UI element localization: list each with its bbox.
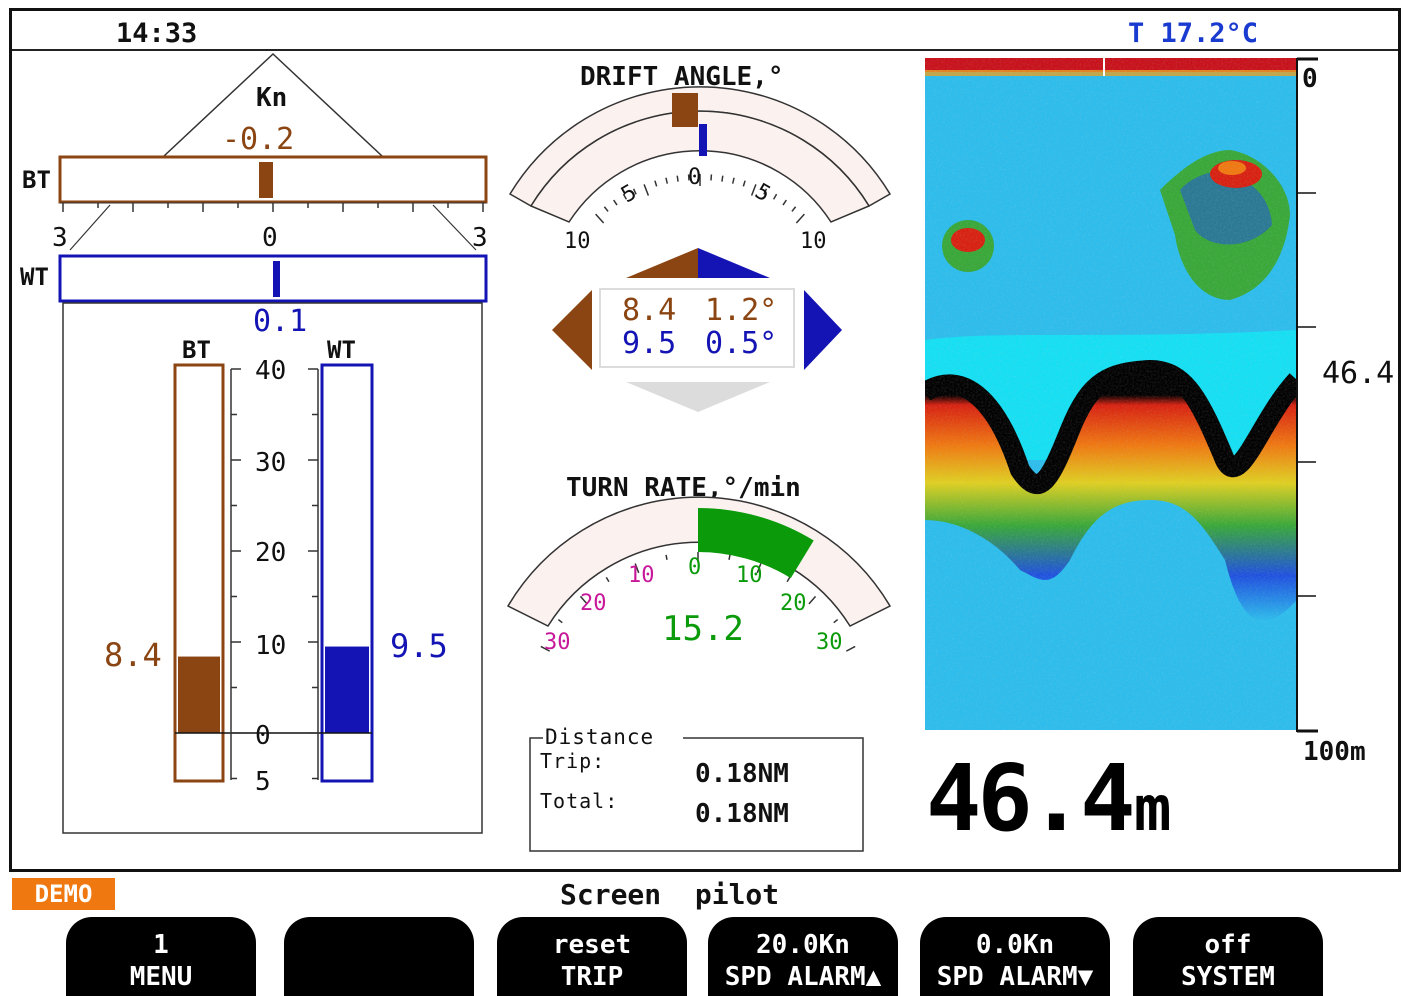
transverse-scale-left: 3 (52, 223, 68, 253)
turn-rate-fill (698, 508, 814, 579)
scale-30: 30 (255, 448, 286, 478)
reset-trip-softkey[interactable]: reset TRIP (497, 917, 687, 996)
softkey-line1: 20.0Kn (756, 930, 850, 960)
scale-40: 40 (255, 356, 286, 386)
transverse-scale-right: 3 (472, 223, 488, 253)
drift-label-5-left: 5 (617, 180, 641, 208)
drift-label-0: 0 (688, 165, 701, 190)
clock-time: 14:33 (116, 18, 197, 49)
softkey-line1: reset (552, 930, 632, 960)
turn-left-30: 30 (544, 630, 571, 655)
echogram-scale-top: 0 (1302, 64, 1318, 94)
turn-left-20: 20 (580, 591, 607, 616)
depth-number: 46.4 (926, 745, 1132, 852)
turn-rate-gauge: TURN RATE,°/min 30 20 10 0 10 20 30 15.2 (506, 473, 892, 655)
drift-bt-angle: 1.2° (705, 293, 777, 328)
depth-readout: 46.4 m (926, 745, 1171, 852)
softkey-line1: 0.0Kn (975, 930, 1055, 960)
scale-10: 10 (255, 631, 286, 661)
turn-rate-value: 15.2 (662, 609, 744, 649)
softkey-line2: SPD ALARM▲ (724, 962, 882, 992)
drift-bt-marker (672, 93, 698, 127)
drift-scale-ticks (595, 174, 805, 224)
trip-value: 0.18NM (695, 759, 789, 789)
turn-center-0: 0 (688, 555, 701, 580)
wt-transverse-marker (273, 261, 280, 297)
softkey-line2: TRIP (560, 962, 624, 992)
longitudinal-scale-ticks (231, 368, 318, 780)
turn-scale-ticks (540, 552, 856, 652)
bt-transverse-marker (259, 162, 273, 198)
turn-right-20: 20 (780, 591, 807, 616)
echogram-depth-scale: 0 100m 46.4 (1296, 57, 1394, 767)
drift-angle-gauge: DRIFT ANGLE,° 10 5 0 5 10 (508, 62, 892, 254)
system-softkey[interactable]: off SYSTEM (1133, 917, 1323, 996)
bt-transverse-value: -0.2 (222, 122, 294, 157)
softkey-line1: 1 (153, 930, 169, 960)
drift-wt-speed: 9.5 (622, 326, 676, 361)
echogram-scale-bottom: 100m (1303, 737, 1366, 767)
echogram (925, 58, 1297, 730)
bt-row-label: BT (22, 166, 51, 194)
softkey-line1: off (1204, 930, 1252, 960)
wt-row-label: WT (20, 263, 49, 291)
water-temperature: T 17.2°C (1128, 18, 1258, 49)
menu-softkey[interactable]: 1 MENU (66, 917, 256, 996)
transverse-indicator-triangle (163, 52, 383, 157)
speed-panel: Kn -0.2 BT 3 0 3 WT 0.1 BT WT 40 30 2 (20, 52, 488, 834)
screen-title: Screen pilot (560, 878, 780, 911)
depth-unit: m (1134, 772, 1171, 845)
main-display-frame (9, 8, 1401, 872)
speed-alarm-high-softkey[interactable]: 20.0Kn SPD ALARM▲ (708, 917, 898, 996)
wt-longitudinal-fill (325, 646, 369, 733)
speed-unit-label: Kn (256, 83, 287, 113)
header-divider (12, 49, 1398, 51)
scale-20: 20 (255, 538, 286, 568)
wt-longitudinal-value: 9.5 (390, 627, 448, 665)
instrument-screen: 14:33 T 17.2°C Kn -0.2 BT 3 0 3 WT 0.1 B… (20, 18, 1394, 852)
total-label: Total: (540, 789, 618, 813)
bt-longitudinal-fill (178, 656, 220, 733)
drift-wt-marker (699, 124, 707, 156)
transverse-scale-center: 0 (262, 223, 278, 253)
wt-transverse-value: 0.1 (253, 304, 307, 339)
turn-right-30: 30 (816, 630, 843, 655)
softkey-line2: SYSTEM (1181, 962, 1275, 992)
speed-alarm-low-softkey[interactable]: 0.0Kn SPD ALARM▼ (920, 917, 1110, 996)
blank-softkey[interactable] (284, 917, 474, 996)
longitudinal-speed-box (62, 302, 483, 834)
drift-readout-box (599, 288, 795, 368)
drift-label-10-right: 10 (800, 229, 827, 254)
drift-bt-speed: 8.4 (622, 293, 676, 328)
echogram-depth-marker: 46.4 (1322, 356, 1394, 391)
bt-longitudinal-value: 8.4 (104, 636, 162, 674)
drift-wt-angle: 0.5° (705, 326, 777, 361)
scale-0: 0 (255, 721, 271, 751)
distance-panel: Distance Trip: 0.18NM Total: 0.18NM (529, 725, 864, 852)
softkey-line2: MENU (129, 962, 193, 992)
drift-direction-arrows: 8.4 1.2° 9.5 0.5° (552, 248, 842, 412)
wt-column-label: WT (327, 336, 356, 364)
drift-label-10-left: 10 (564, 229, 591, 254)
total-value: 0.18NM (695, 799, 789, 829)
demo-badge: DEMO (12, 878, 115, 910)
turn-left-10: 10 (628, 563, 655, 588)
scale-neg5: 5 (255, 767, 271, 797)
distance-title: Distance (545, 725, 654, 749)
transverse-scale-ticks (62, 203, 484, 212)
softkey-line2: SPD ALARM▼ (936, 962, 1094, 992)
turn-right-10: 10 (736, 563, 763, 588)
bt-column-label: BT (182, 336, 211, 364)
trip-label: Trip: (540, 749, 605, 773)
drift-label-5-right: 5 (750, 179, 774, 207)
